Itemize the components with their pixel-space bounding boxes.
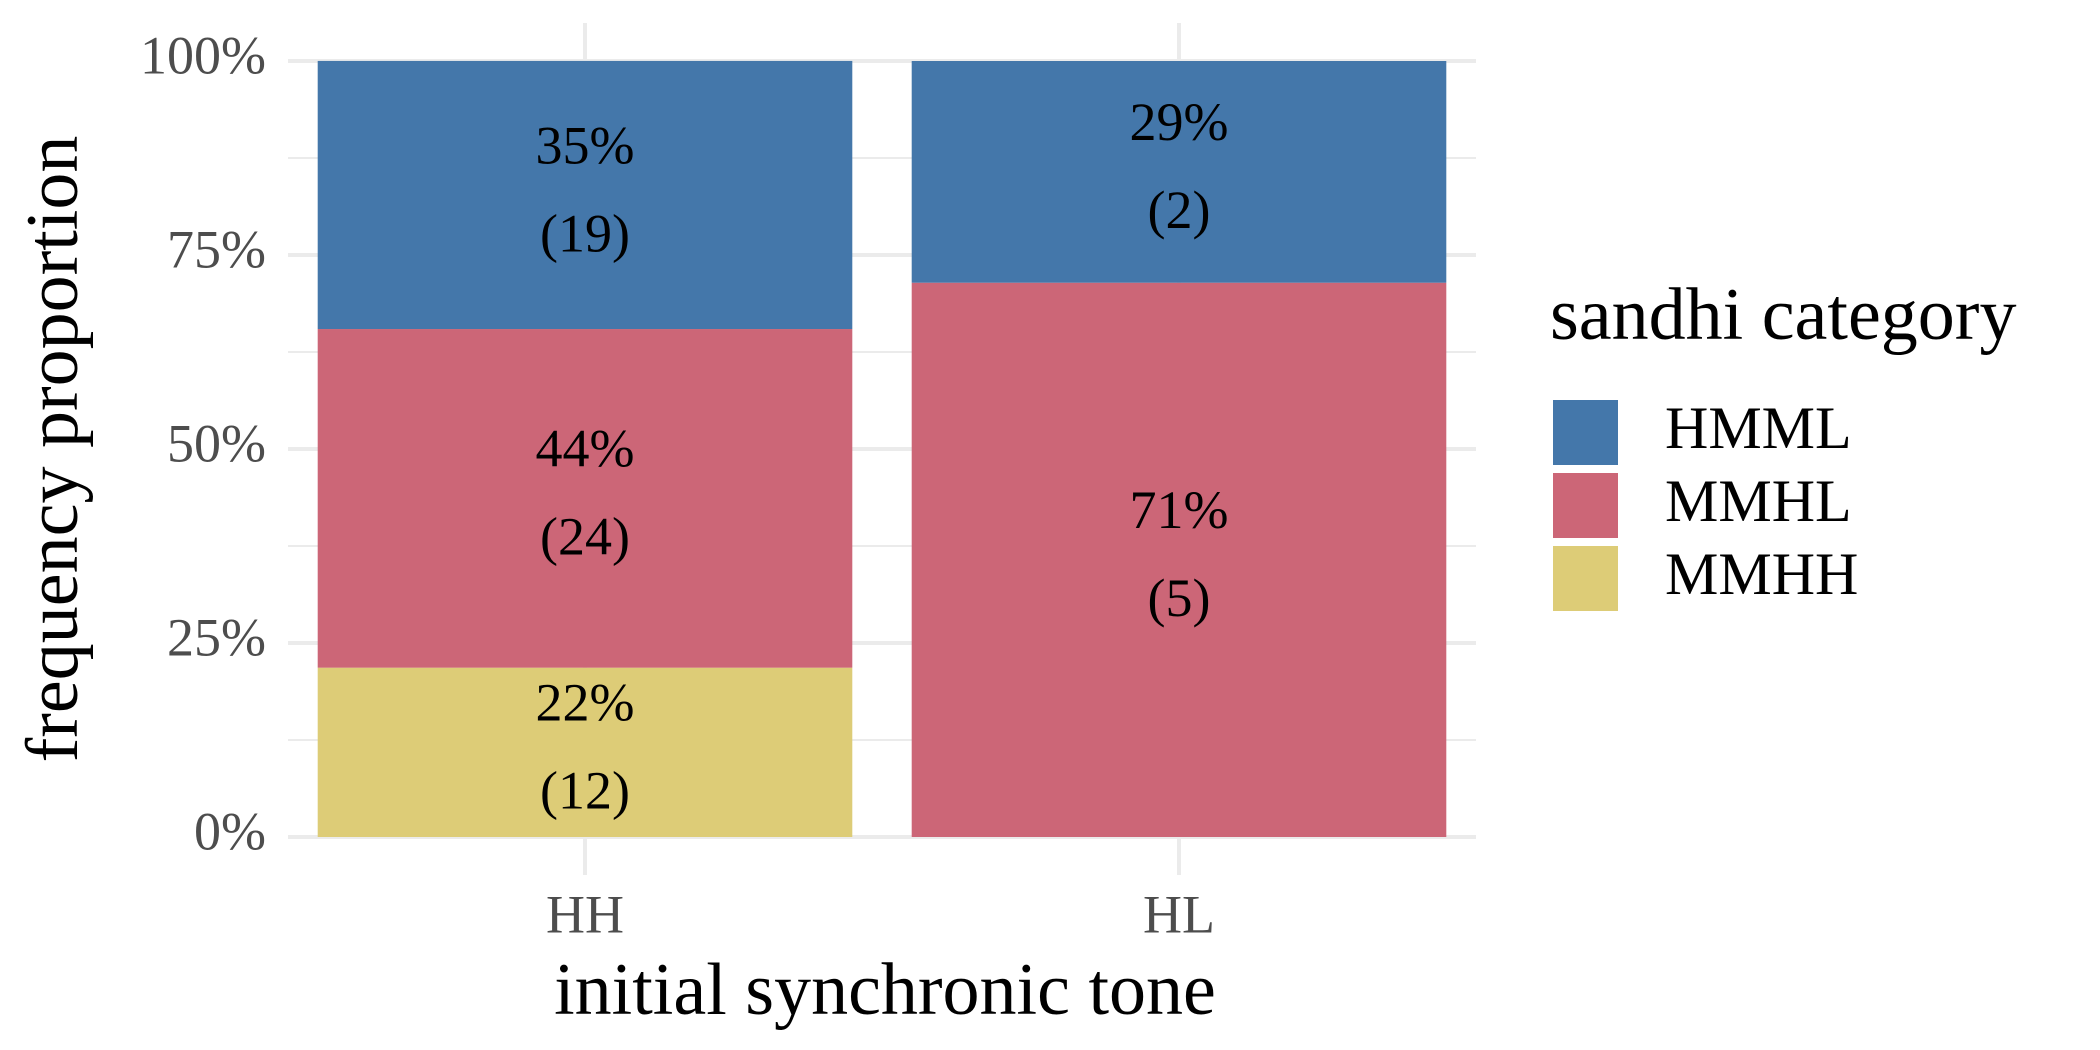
data-label: 29% (1130, 92, 1229, 152)
bar-segment (911, 282, 1447, 837)
legend-key (1553, 400, 1618, 465)
data-label: 44% (536, 419, 635, 479)
x-axis-title: initial synchronic tone (554, 949, 1216, 1031)
x-tick-label: HL (1143, 884, 1215, 944)
y-tick-label: 50% (167, 413, 266, 473)
bar-segment (911, 61, 1447, 283)
legend-key (1553, 546, 1618, 611)
legend-title: sandhi category (1550, 274, 2016, 356)
legend-key (1553, 473, 1618, 538)
data-label: 35% (536, 115, 635, 175)
y-tick-label: 0% (194, 801, 266, 861)
count-label: (24) (540, 507, 630, 567)
count-label: (12) (540, 761, 630, 821)
count-label: (19) (540, 203, 630, 263)
bar-segment (317, 60, 853, 330)
count-label: (5) (1148, 568, 1211, 628)
data-label: 22% (536, 673, 635, 733)
legend-label: HMML (1665, 395, 1852, 461)
legend-label: MMHL (1665, 468, 1852, 534)
count-label: (2) (1148, 180, 1211, 240)
bar-segment (317, 329, 853, 668)
legend-label: MMHH (1665, 541, 1858, 607)
bar-segment (317, 667, 853, 837)
x-tick-label: HH (546, 884, 624, 944)
y-tick-label: 100% (140, 25, 266, 85)
y-tick-label: 75% (167, 219, 266, 279)
data-label: 71% (1130, 480, 1229, 540)
y-axis-title: frequency proportion (12, 136, 94, 763)
y-tick-label: 25% (167, 607, 266, 667)
